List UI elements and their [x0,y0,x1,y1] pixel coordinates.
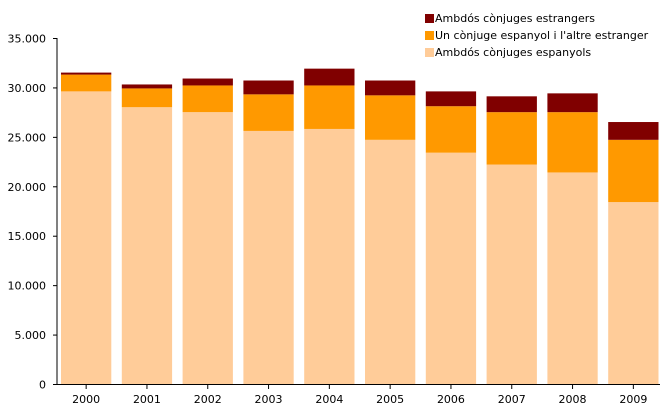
y-axis: 0 5.000 10.000 15.000 20.000 25.000 30.000 35.0… [8,33,58,392]
bar-segment-2006-series-2 [425,91,477,107]
bar-segment-2001-series-2 [121,84,173,89]
x-tick-label: 2005 [376,393,404,406]
bar-segment-2002-series-0 [182,112,233,385]
bar-segment-2007-series-0 [486,164,537,384]
y-tick-label: 10.000 [8,280,47,293]
y-tick-label: 20.000 [8,181,47,194]
bar-segment-2004-series-1 [304,85,355,129]
bar-segment-2009-series-2 [608,122,659,140]
y-tick-label: 5.000 [15,329,47,342]
x-tick-label: 2007 [498,393,526,406]
bar-segment-2007-series-2 [486,96,537,113]
legend-label-series-1: Un cònjuge espanyol i l'altre estranger [435,29,649,42]
x-tick-label: 2008 [559,393,587,406]
bar-segment-2008-series-1 [547,112,598,173]
x-tick-label: 2009 [619,393,647,406]
x-tick-label: 2006 [437,393,465,406]
x-tick-label: 2001 [133,393,161,406]
bar-segment-2009-series-1 [608,139,659,203]
bar-segment-2006-series-1 [425,106,477,153]
bar-segment-2005-series-1 [365,95,416,140]
bars-group [61,68,659,385]
y-tick-label: 35.000 [8,33,47,46]
legend-swatch-series-0 [425,48,434,57]
x-tick-label: 2004 [315,393,343,406]
bar-segment-2001-series-0 [121,107,173,384]
x-tick-label: 2002 [194,393,222,406]
bar-segment-2007-series-1 [486,112,537,165]
bar-segment-2004-series-2 [304,68,355,86]
bar-segment-2000-series-1 [61,74,112,92]
legend: Ambdós cònjuges estrangers Un cònjuge esp… [425,12,649,59]
bar-segment-2008-series-0 [547,172,598,384]
bar-segment-2001-series-1 [121,88,173,108]
bar-segment-2003-series-0 [243,130,294,384]
bar-segment-2006-series-0 [425,152,477,384]
bar-segment-2002-series-2 [182,78,233,86]
x-tick-label: 2000 [72,393,100,406]
y-tick-label: 0 [39,379,46,392]
y-tick-label: 30.000 [8,82,47,95]
bar-segment-2003-series-1 [243,94,294,131]
bar-segment-2009-series-0 [608,202,659,384]
legend-swatch-series-1 [425,31,434,40]
y-tick-label: 25.000 [8,131,47,144]
x-axis: 2000 2001 2002 2003 2004 2005 2006 2007 2008 2009 [57,384,660,406]
legend-swatch-series-2 [425,14,434,23]
bar-segment-2002-series-1 [182,85,233,113]
legend-label-series-0: Ambdós cònjuges espanyols [435,46,591,59]
legend-label-series-2: Ambdós cònjuges estrangers [435,12,595,25]
x-tick-label: 2003 [255,393,283,406]
bar-segment-2008-series-2 [547,93,598,113]
bar-segment-2005-series-2 [365,80,416,96]
bar-segment-2004-series-0 [304,128,355,384]
y-tick-label: 15.000 [8,230,47,243]
bar-segment-2003-series-2 [243,80,294,95]
bar-segment-2000-series-2 [61,72,112,75]
bar-segment-2000-series-0 [61,91,112,384]
bar-segment-2005-series-0 [365,139,416,384]
